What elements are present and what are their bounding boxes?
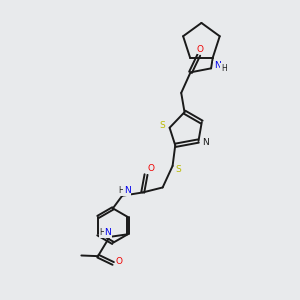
Text: S: S — [159, 121, 165, 130]
Text: N: N — [214, 61, 220, 70]
Text: O: O — [197, 45, 204, 54]
Text: O: O — [116, 257, 123, 266]
Text: N: N — [202, 138, 209, 147]
Text: H: H — [221, 64, 226, 73]
Text: O: O — [148, 164, 154, 173]
Text: N: N — [104, 228, 111, 237]
Text: N: N — [124, 186, 130, 195]
Text: H: H — [99, 228, 105, 237]
Text: S: S — [176, 165, 182, 174]
Text: H: H — [118, 186, 124, 195]
